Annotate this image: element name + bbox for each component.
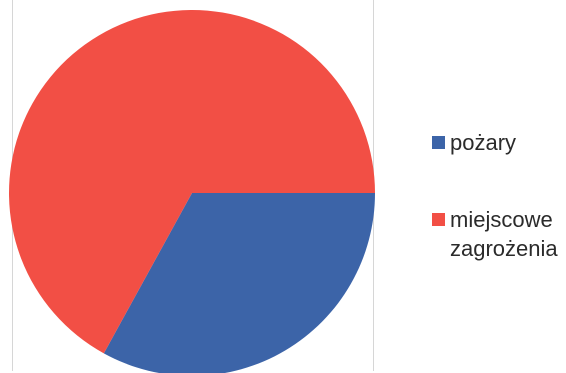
pie-slice-miejscowe-zagrozenia bbox=[8, 9, 376, 354]
pie-slice-pozary bbox=[103, 193, 375, 373]
legend-item-pozary: pożary bbox=[432, 128, 566, 157]
legend-label-miejscowe-zagrozenia: miejscowe zagrożenia bbox=[450, 207, 558, 261]
legend-swatch-pozary bbox=[432, 136, 445, 149]
legend-label-pozary: pożary bbox=[450, 130, 517, 155]
legend: pożary miejscowe zagrożenia bbox=[432, 128, 566, 263]
legend-swatch-miejscowe-zagrozenia bbox=[432, 213, 445, 226]
legend-item-miejscowe-zagrozenia: miejscowe zagrożenia bbox=[432, 205, 566, 263]
